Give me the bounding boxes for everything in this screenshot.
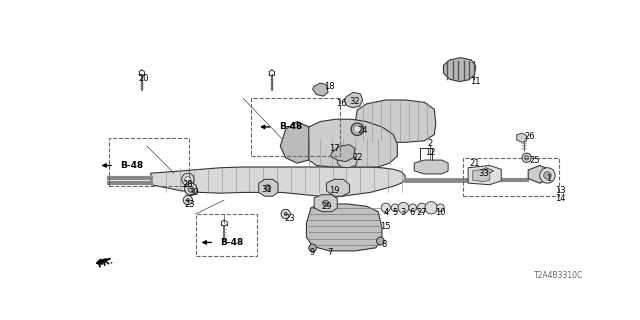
Circle shape [391,204,399,212]
Circle shape [376,237,384,245]
Text: 23: 23 [184,200,195,209]
Text: 9: 9 [309,248,314,257]
Text: T2A4B3310C: T2A4B3310C [534,271,583,280]
Text: FR.: FR. [95,256,114,270]
Polygon shape [481,168,493,175]
Text: 27: 27 [417,208,428,217]
Text: 31: 31 [261,185,272,194]
Bar [109,139,189,186]
Circle shape [186,198,189,202]
Circle shape [417,203,427,212]
Text: 21: 21 [469,159,479,168]
Text: 30: 30 [188,188,198,197]
Text: B-48: B-48 [279,123,302,132]
Circle shape [409,204,417,212]
Circle shape [436,204,444,212]
Text: B-48: B-48 [120,161,143,170]
Text: 3: 3 [401,208,406,217]
Bar [251,99,340,156]
Polygon shape [356,100,436,142]
Circle shape [308,244,316,252]
Text: B-48: B-48 [220,238,243,247]
Circle shape [398,203,409,213]
Bar [196,214,257,256]
Polygon shape [528,165,553,183]
Polygon shape [330,145,355,162]
Circle shape [524,156,529,160]
Text: 29: 29 [321,202,332,211]
Polygon shape [337,156,357,168]
Circle shape [381,203,390,212]
Text: 18: 18 [324,82,335,91]
Circle shape [185,183,197,196]
Circle shape [353,125,361,133]
Polygon shape [473,169,490,182]
Circle shape [323,200,329,206]
Circle shape [284,212,287,215]
Text: 10: 10 [435,208,445,217]
Text: 28: 28 [182,180,193,189]
Polygon shape [151,167,405,197]
Polygon shape [414,160,448,174]
Text: 11: 11 [470,77,481,86]
Polygon shape [468,165,501,185]
Polygon shape [307,204,382,251]
Polygon shape [444,58,476,82]
Text: 1: 1 [545,174,551,183]
Text: 12: 12 [425,148,436,157]
Text: 23: 23 [284,214,295,223]
Polygon shape [326,179,349,196]
Circle shape [183,196,193,205]
Polygon shape [344,92,363,108]
Text: 7: 7 [327,248,332,257]
Text: 5: 5 [392,208,397,217]
Circle shape [281,209,291,219]
Text: 17: 17 [329,144,339,153]
Text: 20: 20 [138,74,148,83]
Circle shape [522,153,531,162]
Polygon shape [299,119,397,167]
Polygon shape [314,195,337,212]
Text: 15: 15 [381,222,391,231]
Text: 22: 22 [352,153,362,162]
Text: 2: 2 [428,139,433,148]
Text: 32: 32 [349,97,360,106]
Circle shape [188,186,194,192]
Circle shape [425,202,437,214]
Text: 24: 24 [357,126,368,135]
Polygon shape [259,179,278,196]
Text: 6: 6 [409,208,415,217]
Bar [463,158,559,196]
Circle shape [543,172,551,179]
Circle shape [265,185,271,191]
Text: 26: 26 [524,132,535,141]
Text: 19: 19 [329,186,339,195]
Text: 16: 16 [337,99,347,108]
Text: 4: 4 [384,208,389,217]
Polygon shape [280,122,308,163]
Circle shape [182,173,194,186]
Polygon shape [516,133,527,142]
Text: 25: 25 [529,156,540,164]
Text: 8: 8 [381,240,387,249]
Text: 33: 33 [478,169,489,178]
Text: 13: 13 [556,186,566,195]
Circle shape [540,168,555,183]
Polygon shape [312,83,328,96]
Text: 14: 14 [556,194,566,203]
